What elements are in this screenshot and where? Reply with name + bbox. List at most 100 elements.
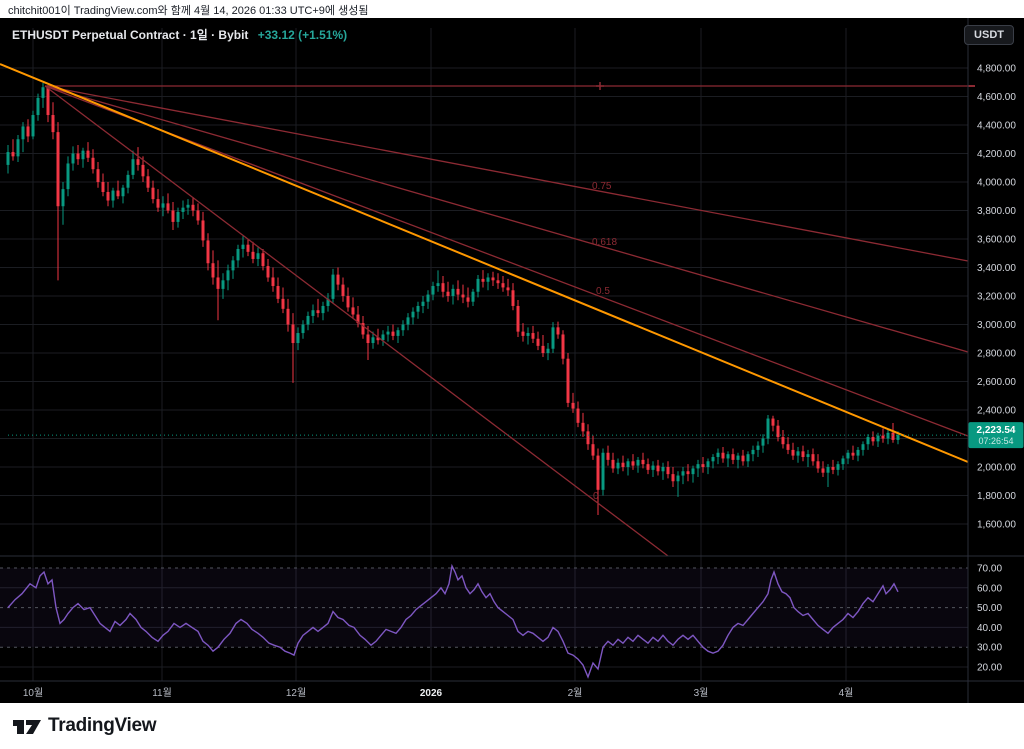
svg-text:12월: 12월 [286,687,306,699]
candle-body [506,287,510,291]
svg-text:07:26:54: 07:26:54 [978,436,1013,446]
candle-body [356,314,360,324]
candle-body [451,288,455,296]
candle-body [216,277,220,289]
candle-body [346,296,350,308]
chart-legend: ETHUSDT Perpetual Contract · 1일 · Bybit … [12,26,347,43]
trendline-orange[interactable] [0,63,969,463]
candle-body [401,324,405,331]
candle-body [621,462,625,467]
candle-body [76,153,80,160]
candle-body [861,444,865,450]
candle-body [526,333,530,336]
candle-body [196,210,200,221]
price-change: +33.12 (+1.51%) [257,28,348,42]
price-axis[interactable]: 4,800.00 4,600.00 4,400.00 4,200.00 4,000.00… [977,64,1016,531]
candle-body [436,283,440,287]
candle-body [551,327,555,349]
candle-body [116,190,120,197]
candle-body [136,159,140,165]
candle-body [201,220,205,241]
rsi-axis[interactable]: 70.00 60.00 50.00 40.00 30.00 20.00 [977,564,1002,674]
candle-body [496,280,500,284]
candle-body [836,464,840,470]
candle-body [141,164,145,177]
candle-body [636,459,640,466]
candle-body [711,457,715,462]
candle-body [571,402,575,409]
candle-body [251,251,255,259]
candle-body [471,291,475,302]
tradingview-wordmark: TradingView [48,715,157,736]
currency-toggle-button[interactable]: USDT [964,25,1014,45]
candle-body [281,298,285,309]
candle-body [396,330,400,336]
candle-body [681,471,685,476]
candle-body [831,467,835,470]
candle-body [781,437,785,445]
candle-body [381,334,385,341]
svg-text:2월: 2월 [568,687,583,699]
candle-body [316,310,320,314]
candle-body [776,425,780,438]
candle-body [846,452,850,459]
candle-body [111,190,115,201]
candle-body [406,317,410,325]
candle-body [516,305,520,332]
candle-body [696,464,700,469]
fib-fan-overlay[interactable]: 0.75 0.618 0.5 0 [44,82,975,557]
candle-body [221,280,225,289]
svg-text:30.00: 30.00 [977,643,1002,654]
candle-body [191,204,195,211]
candle-body [176,211,180,222]
rsi-pane[interactable] [0,567,968,648]
candle-body [741,455,745,462]
svg-text:1,600.00: 1,600.00 [977,520,1016,531]
candle-body [181,207,185,212]
chart-area[interactable]: ETHUSDT Perpetual Contract · 1일 · Bybit … [0,18,1024,703]
candle-body [131,159,135,175]
candle-body [261,253,265,267]
candle-body [166,203,170,211]
candle-body [86,150,90,158]
svg-text:10월: 10월 [23,687,43,699]
candle-body [206,240,210,264]
candle-body [531,333,535,339]
candle-body [96,169,100,182]
time-axis[interactable]: 10월 11월 12월 2026 2월 3월 4월 [23,687,854,699]
footer-bar: TradingView [0,703,1024,749]
candle-body [26,126,30,137]
svg-text:2,000.00: 2,000.00 [977,463,1016,474]
candle-body [701,464,705,467]
candle-body [661,467,665,472]
candle-body [91,157,95,170]
svg-text:1,800.00: 1,800.00 [977,491,1016,502]
svg-text:2026: 2026 [420,688,443,699]
candles-group [6,82,900,516]
svg-text:3,200.00: 3,200.00 [977,292,1016,303]
candle-body [801,451,805,458]
candle-body [46,87,50,116]
svg-text:3월: 3월 [694,687,709,699]
candle-body [61,189,65,207]
tradingview-logo-icon [13,720,41,734]
svg-text:40.00: 40.00 [977,623,1002,634]
candle-body [616,462,620,469]
candle-body [461,294,465,298]
svg-text:4,400.00: 4,400.00 [977,121,1016,132]
candle-body [721,452,725,459]
candle-body [851,452,855,456]
candle-body [736,455,740,460]
candle-body [81,150,85,160]
candle-body [886,432,890,439]
candle-body [186,204,190,208]
candle-body [331,274,335,299]
candle-body [561,334,565,359]
candle-body [341,284,345,296]
symbol-title: ETHUSDT Perpetual Contract · 1일 · Bybit [12,28,249,42]
svg-text:2,400.00: 2,400.00 [977,406,1016,417]
svg-text:11월: 11월 [152,687,172,699]
candlestick-chart[interactable]: 0.75 0.618 0.5 0 4,800.00 4,600.00 4,400.00 4,2… [0,18,1024,703]
